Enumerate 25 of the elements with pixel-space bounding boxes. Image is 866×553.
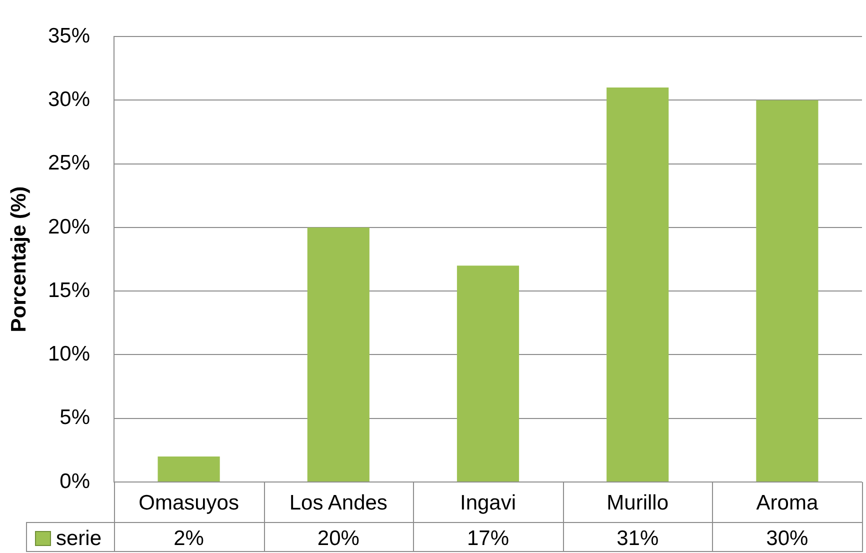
y-axis-title: Porcentaje (%) [7,186,30,332]
y-tick-label: 15% [48,278,90,302]
legend-label: serie [56,526,102,550]
data-label: 31% [616,526,659,550]
y-tick-label: 0% [60,470,90,493]
y-tick-label: 35% [48,24,90,48]
x-tick-label: Los Andes [289,491,388,514]
bar [606,88,669,482]
data-label: 30% [766,526,808,550]
y-tick-label: 5% [60,406,90,430]
data-label: 20% [317,526,360,550]
data-label: 17% [466,526,510,550]
x-tick-label: Murillo [606,491,669,514]
x-tick-label: Aroma [756,491,818,514]
data-label: 2% [174,526,204,550]
bar [158,456,220,482]
bar [456,266,520,482]
bar [307,227,370,482]
bar [756,100,818,482]
y-tick-label: 10% [48,342,90,366]
y-tick-label: 20% [48,215,90,238]
y-tick-label: 30% [48,88,90,112]
x-tick-label: Omasuyos [138,491,239,514]
y-tick-label: 25% [48,152,90,175]
x-tick-label: Ingavi [460,491,516,514]
